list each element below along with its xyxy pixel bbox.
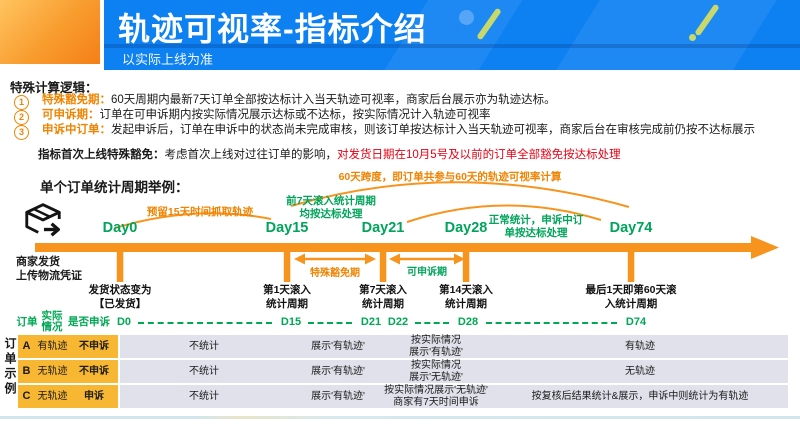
timeline-start-note: 商家发货 上传物流凭证: [16, 256, 82, 283]
arc-note-first7-days: 前7天滚入统计周期 均按达标处理: [286, 195, 376, 220]
day21-note: 第7天滚入 统计周期: [359, 284, 407, 310]
bullet-keyword: 特殊豁免期：: [42, 94, 111, 106]
day-label-74: Day74: [609, 220, 653, 236]
tick-day0: [116, 251, 124, 282]
arc-note-60-day-span: 60天跨度，即订单共参与60天的轨迹可视率计算: [338, 171, 562, 183]
day0-note: 发货状态变为 【已发货】: [88, 284, 152, 310]
span-label-exemption: 特殊豁免期: [310, 268, 360, 279]
table-row: B 无轨迹 不申诉 不统计 展示'有轨迹' 按实际情况 展示'无轨迹' 无轨迹: [0, 360, 800, 383]
col-header-appeal: 是否申诉: [68, 316, 110, 328]
bullet-text: 发起申诉后，订单在申诉中的状态尚未完成审核，则该订单按达标计入当天轨迹可视率，商…: [111, 124, 755, 136]
d-header-dashes: [415, 322, 449, 324]
bullet-keyword: 可申诉期：: [42, 109, 100, 121]
header-deco-band: [529, 0, 785, 70]
table-cell-appeal: 不申诉: [70, 335, 118, 358]
exemption-label: 指标首次上线特殊豁免：: [38, 149, 165, 161]
table-cell-actual: 无轨迹: [35, 360, 70, 383]
arrowhead-icon: [294, 253, 305, 265]
table-cell-d22-d28: 按实际情况展示'无轨迹' 商家有7天时间申诉: [384, 385, 488, 408]
day74-note: 最后1天即第60天滚 入统计周期: [585, 284, 677, 310]
table-cell-actual: 有轨迹: [35, 335, 70, 358]
exemption-highlight: 对发货日期在10月5号及以前的订单全部豁免按达标处理: [337, 149, 621, 161]
table-cell-d28-d74: 无轨迹: [625, 365, 655, 377]
bullet-text: 订单在可申诉期内按实际情况展示达标或不达标，按实际情况计入轨迹可视率: [99, 109, 491, 121]
day15-note: 第1天滚入 统计周期: [263, 284, 311, 310]
arc-note-normal-stats: 正常统计，申诉中订 单按达标处理: [488, 214, 584, 239]
table-row: C 无轨迹 申诉 不统计 展示'有轨迹' 按实际情况展示'无轨迹' 商家有7天时…: [0, 385, 800, 408]
table-cell-d28-d74: 按复核后结果统计&展示，申诉中则统计为有轨迹: [531, 390, 749, 402]
table-cell-d15-d21: 展示'有轨迹': [311, 365, 365, 377]
day-label-21: Day21: [361, 220, 405, 236]
header-banner: 轨迹可视率-指标介绍 以实际上线为准: [104, 0, 800, 70]
table-cell-d15-d21: 展示'有轨迹': [311, 340, 365, 352]
table-cell-actual: 无轨迹: [35, 385, 70, 408]
tick-day74: [627, 251, 635, 282]
bullet-keyword: 申诉中订单：: [42, 124, 111, 136]
table-cell-appeal: 申诉: [70, 385, 118, 408]
day28-note: 第14天滚入 统计周期: [439, 284, 493, 310]
table-cell-order-id: C: [18, 385, 35, 408]
page-title: 轨迹可视率-指标介绍: [118, 11, 427, 47]
bullet-text: 60天周期内最新7天订单全部按达标计入当天轨迹可视率，商家后台展示亦为轨迹达标。: [111, 94, 556, 106]
header-shade-line: [104, 44, 800, 48]
d-header-d22: D22: [387, 316, 409, 328]
table-cell-order-id: A: [18, 335, 35, 358]
col-header-actual: 实际 情况: [41, 310, 63, 334]
table-cell-d28-d74: 有轨迹: [625, 340, 655, 352]
timeline-bar: [35, 243, 753, 252]
d-header-d21: D21: [360, 316, 382, 328]
table-cell-d0-d15: 不统计: [189, 340, 219, 352]
day-label-28: Day28: [444, 220, 488, 236]
d-header-d15: D15: [280, 316, 302, 328]
deco-dot-icon: [689, 34, 696, 41]
d-header-dashes: [138, 322, 272, 324]
day-label-0: Day0: [102, 220, 138, 236]
page-subtitle: 以实际上线为准: [122, 52, 214, 67]
d-header-d28: D28: [457, 316, 479, 328]
bullet-number-icon: 2: [14, 109, 29, 125]
special-logic-item: 2 可申诉期：订单在可申诉期内按实际情况展示达标或不达标，按实际情况计入轨迹可视率: [14, 106, 491, 125]
first-launch-exemption-note: 指标首次上线特殊豁免：考虑首次上线对过往订单的影响，对发货日期在10月5号及以前…: [38, 146, 621, 162]
d-header-d0: D0: [116, 316, 132, 328]
exemption-text: 考虑首次上线对过往订单的影响，: [164, 149, 338, 161]
table-cell-group: 不统计 展示'有轨迹' 按实际情况展示'无轨迹' 商家有7天时间申诉 按复核后结…: [120, 385, 788, 408]
special-logic-item: 1 特殊豁免期：60天周期内最新7天订单全部按达标计入当天轨迹可视率，商家后台展示…: [14, 91, 556, 110]
special-logic-heading: 特殊计算逻辑：: [10, 81, 98, 95]
header-accent-block: [0, 0, 100, 64]
special-logic-item: 3 申诉中订单：发起申诉后，订单在申诉中的状态尚未完成审核，则该订单按达标计入当天…: [14, 121, 755, 140]
timeline-section-title: 单个订单统计周期举例：: [40, 180, 189, 195]
arrowhead-icon: [365, 253, 376, 265]
day-label-15: Day15: [265, 220, 309, 236]
timeline-arrowhead-icon: [751, 236, 779, 259]
d-header-dashes: [486, 322, 617, 324]
col-header-order: 订单: [16, 316, 38, 328]
table-cell-order-id: B: [18, 360, 35, 383]
row-group-label: 订单示例: [3, 337, 17, 397]
d-header-dashes: [308, 322, 352, 324]
footer-divider: [0, 416, 800, 419]
deco-dot-icon: [459, 10, 474, 25]
table-cell-appeal: 不申诉: [70, 360, 118, 383]
span-label-appeal: 可申诉期: [407, 267, 447, 278]
table-cell-d15-d21: 展示'有轨迹': [311, 390, 365, 402]
table-cell-group: 不统计 展示'有轨迹' 按实际情况 展示'有轨迹' 有轨迹: [120, 335, 788, 358]
table-cell-d22-d28: 按实际情况 展示'无轨迹': [409, 360, 463, 383]
d-header-d74: D74: [625, 316, 647, 328]
arc-note-grab-track: 预留15天时间抓取轨迹: [146, 206, 254, 218]
table-cell-d0-d15: 不统计: [189, 365, 219, 377]
bullet-number-icon: 1: [14, 94, 29, 110]
table-cell-d22-d28: 按实际情况 展示'有轨迹': [409, 335, 463, 358]
package-icon: [25, 203, 61, 237]
table-cell-group: 不统计 展示'有轨迹' 按实际情况 展示'无轨迹' 无轨迹: [120, 360, 788, 383]
table-row: A 有轨迹 不申诉 不统计 展示'有轨迹' 按实际情况 展示'有轨迹' 有轨迹: [0, 335, 800, 358]
table-cell-d0-d15: 不统计: [189, 390, 219, 402]
bullet-number-icon: 3: [14, 124, 29, 140]
